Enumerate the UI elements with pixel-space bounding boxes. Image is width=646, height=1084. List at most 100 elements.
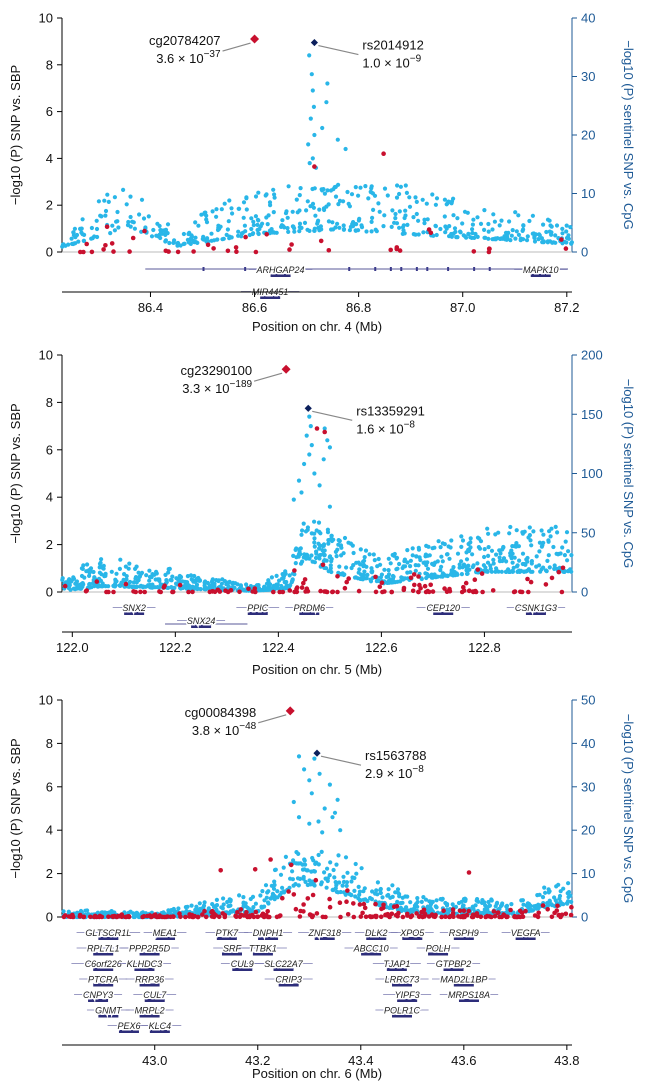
snp-point	[307, 452, 312, 457]
snp-point	[366, 196, 371, 201]
snp-point	[325, 527, 330, 532]
snp-point	[170, 574, 175, 579]
cpg-point	[502, 913, 507, 918]
snp-point	[473, 231, 478, 237]
cpg-point	[401, 585, 407, 591]
cpg-point	[416, 914, 422, 920]
snp-point	[356, 193, 361, 198]
snp-point	[225, 227, 230, 232]
snp-point	[79, 566, 84, 571]
snp-point	[540, 240, 545, 245]
snp-point	[351, 563, 356, 568]
snp-point	[227, 236, 232, 241]
snp-point	[382, 186, 388, 191]
gene-exons	[93, 983, 114, 987]
snp-point	[393, 216, 398, 221]
snp-point	[442, 197, 447, 202]
snp-point	[380, 895, 385, 900]
snp-point	[202, 585, 207, 590]
snp-point	[537, 892, 542, 897]
gene-exons	[530, 274, 551, 277]
y-tick-label: 0	[46, 585, 53, 600]
y-tick-label: 4	[46, 490, 53, 505]
y-axis-title: −log10 (P) SNP vs. SBP	[8, 403, 23, 543]
snp-point	[524, 238, 530, 243]
snp-point	[382, 567, 387, 572]
snp-point	[540, 543, 545, 548]
cpg-point	[81, 914, 87, 920]
cpg-point	[416, 589, 421, 595]
snp-point	[537, 540, 543, 545]
snp-point	[320, 548, 325, 553]
snp-point	[414, 211, 419, 217]
cpg-point	[205, 242, 211, 248]
snp-point	[362, 555, 367, 560]
cpg-point	[106, 589, 111, 595]
cpg-point	[244, 913, 249, 919]
snp-point	[369, 566, 374, 571]
snp-point	[398, 901, 403, 906]
snp-point	[99, 557, 104, 562]
x-tick-label: 43.4	[348, 1053, 373, 1068]
snp-point	[439, 564, 444, 569]
snp-point	[445, 573, 450, 579]
cpg-point	[103, 243, 108, 248]
snp-point	[565, 558, 570, 563]
cpg-point	[563, 911, 569, 917]
snp-point	[480, 898, 485, 903]
snp-point	[281, 865, 286, 870]
snp-point	[530, 908, 535, 913]
snp-point	[244, 207, 249, 212]
snp-point	[554, 884, 559, 889]
gene-label: MAD2L1BP	[440, 975, 487, 985]
gene-label: PPIC	[247, 603, 269, 613]
snp-point	[286, 229, 291, 234]
snp-point	[499, 218, 504, 223]
snp-point	[307, 821, 312, 826]
snp-point	[115, 209, 120, 215]
gene-label: SLC22A7	[264, 959, 304, 969]
snp-point	[419, 899, 424, 905]
snp-point	[260, 889, 265, 894]
snp-point	[219, 905, 224, 910]
snp-point	[494, 566, 499, 571]
cpg-label: cg20784207	[149, 33, 221, 48]
gene-label: ZNF318	[307, 928, 341, 938]
snp-point	[501, 544, 506, 550]
snp-point	[534, 564, 539, 569]
snp-point	[409, 910, 415, 915]
snp-point	[444, 202, 449, 207]
gene-label: MAPK10	[523, 265, 559, 275]
gene-exons	[247, 612, 268, 615]
snp-point	[164, 580, 169, 585]
snp-point	[353, 861, 358, 867]
cpg-point	[313, 877, 319, 883]
snp-point	[290, 869, 295, 874]
snp-point	[547, 889, 552, 894]
gene-label: PEX6	[117, 1021, 140, 1031]
snp-point	[181, 241, 186, 247]
snp-point	[103, 213, 108, 218]
snp-point	[236, 229, 241, 234]
gene-label: DNPH1	[253, 928, 284, 938]
snp-point	[122, 572, 127, 577]
cpg-point	[175, 249, 181, 255]
snp-point	[351, 550, 356, 556]
snp-point	[230, 211, 235, 216]
cpg-point	[286, 889, 291, 894]
x-tick-label: 86.8	[346, 300, 371, 315]
snp-point	[327, 445, 332, 450]
snp-point	[311, 104, 316, 109]
snp-point	[310, 186, 315, 192]
snp-point	[455, 216, 460, 221]
snp-point	[172, 585, 177, 591]
snp-point	[549, 526, 554, 531]
snp-point	[266, 213, 271, 218]
snp-point	[305, 882, 310, 888]
cpg-point	[327, 904, 333, 910]
snp-point	[400, 895, 405, 900]
gene-exons	[299, 612, 320, 615]
cpg-point	[422, 911, 428, 916]
snp-point	[529, 543, 534, 548]
